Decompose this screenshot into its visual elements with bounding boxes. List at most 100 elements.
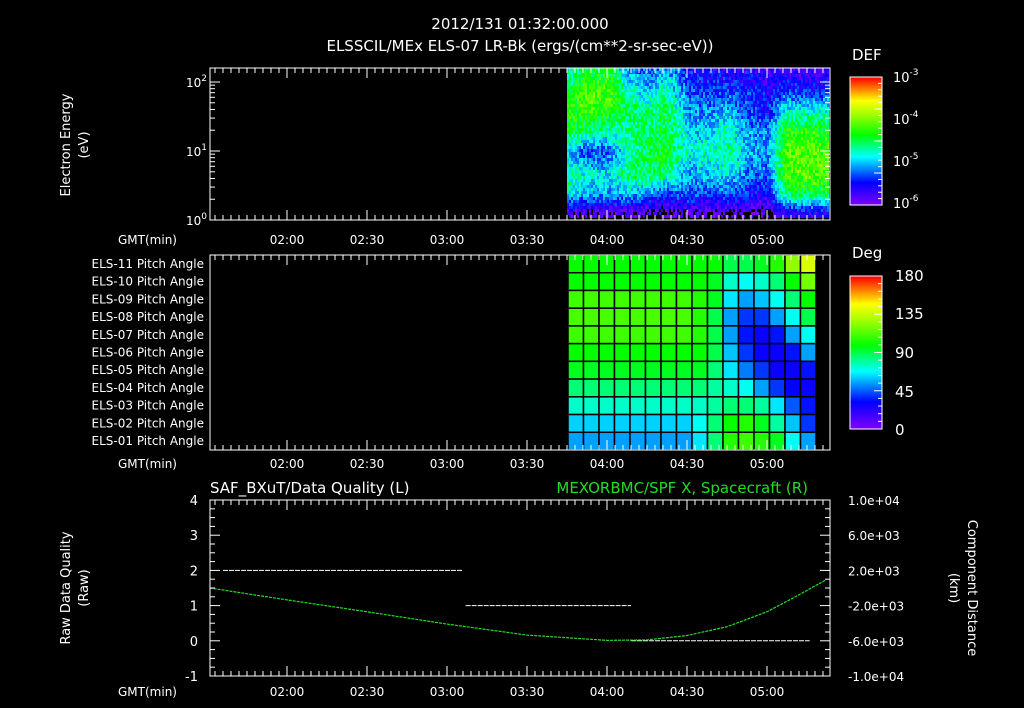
spectrogram-cell xyxy=(573,191,575,194)
spectrogram-cell xyxy=(739,188,741,191)
spectrogram-cell xyxy=(749,104,751,107)
spectrogram-cell xyxy=(749,125,751,128)
spectrogram-cell xyxy=(655,80,657,83)
spectrogram-cell xyxy=(755,83,757,86)
spectrogram-cell xyxy=(663,206,665,209)
spectrogram-cell xyxy=(611,119,613,122)
spectrogram-cell xyxy=(671,119,673,122)
spectrogram-cell xyxy=(617,92,619,95)
spectrogram-cell xyxy=(623,182,625,185)
spectrogram-cell xyxy=(571,137,573,140)
spectrogram-cell xyxy=(745,194,747,197)
spectrogram-cell xyxy=(679,107,681,110)
spectrogram-cell xyxy=(649,101,651,104)
spectrogram-cell xyxy=(689,137,691,140)
spectrogram-cell xyxy=(627,68,629,71)
spectrogram-cell xyxy=(609,140,611,143)
spectrogram-cell xyxy=(627,173,629,176)
spectrogram-cell xyxy=(569,131,571,134)
spectrogram-cell xyxy=(633,86,635,89)
spectrogram-cell xyxy=(747,194,749,197)
spectrogram-cell xyxy=(761,158,763,161)
spectrogram-cell xyxy=(685,113,687,116)
spectrogram-cell xyxy=(739,164,741,167)
spectrogram-cell xyxy=(759,131,761,134)
spectrogram-cell xyxy=(607,74,609,77)
spectrogram-cell xyxy=(611,125,613,128)
spectrogram-cell xyxy=(681,134,683,137)
spectrogram-cell xyxy=(585,152,587,155)
spectrogram-cell xyxy=(587,101,589,104)
spectrogram-cell xyxy=(745,95,747,98)
spectrogram-cell xyxy=(745,209,747,212)
spectrogram-cell xyxy=(653,83,655,86)
spectrogram-cell xyxy=(645,143,647,146)
spectrogram-cell xyxy=(769,68,771,71)
spectrogram-cell xyxy=(579,68,581,71)
spectrogram-cell xyxy=(747,173,749,176)
spectrogram-cell xyxy=(713,152,715,155)
spectrogram-cell xyxy=(701,122,703,125)
spectrogram-cell xyxy=(755,200,757,203)
spectrogram-cell xyxy=(743,92,745,95)
spectrogram-cell xyxy=(737,74,739,77)
spectrogram-cell xyxy=(749,134,751,137)
spectrogram-cell xyxy=(617,149,619,152)
spectrogram-cell xyxy=(567,89,569,92)
spectrogram-cell xyxy=(619,173,621,176)
spectrogram-cell xyxy=(597,122,599,125)
spectrogram-cell xyxy=(597,125,599,128)
spectrogram-cell xyxy=(685,176,687,179)
spectrogram-cell xyxy=(575,110,577,113)
spectrogram-cell xyxy=(701,77,703,80)
spectrogram-cell xyxy=(759,122,761,125)
spectrogram-cell xyxy=(587,116,589,119)
spectrogram-cell xyxy=(703,131,705,134)
spectrogram-cell xyxy=(751,206,753,209)
spectrogram-cell xyxy=(651,119,653,122)
spectrogram-cell xyxy=(719,149,721,152)
spectrogram-cell xyxy=(617,203,619,206)
spectrogram-cell xyxy=(697,119,699,122)
spectrogram-cell xyxy=(697,194,699,197)
spectrogram-cell xyxy=(657,152,659,155)
spectrogram-cell xyxy=(679,74,681,77)
spectrogram-cell xyxy=(679,71,681,74)
spectrogram-cell xyxy=(681,176,683,179)
spectrogram-cell xyxy=(653,101,655,104)
spectrogram-cell xyxy=(645,122,647,125)
spectrogram-cell xyxy=(751,152,753,155)
spectrogram-cell xyxy=(661,71,663,74)
spectrogram-cell xyxy=(721,95,723,98)
spectrogram-cell xyxy=(727,86,729,89)
spectrogram-cell xyxy=(575,113,577,116)
spectrogram-cell xyxy=(755,71,757,74)
spectrogram-cell xyxy=(611,137,613,140)
spectrogram-cell xyxy=(719,113,721,116)
spectrogram-cell xyxy=(705,92,707,95)
spectrogram-cell xyxy=(755,119,757,122)
spectrogram-cell xyxy=(641,68,643,71)
spectrogram-cell xyxy=(609,134,611,137)
spectrogram-cell xyxy=(689,161,691,164)
spectrogram-cell xyxy=(635,155,637,158)
spectrogram-cell xyxy=(681,125,683,128)
spectrogram-cell xyxy=(637,164,639,167)
spectrogram-cell xyxy=(647,134,649,137)
spectrogram-cell xyxy=(693,200,695,203)
spectrogram-cell xyxy=(659,194,661,197)
spectrogram-cell xyxy=(705,116,707,119)
spectrogram-cell xyxy=(643,125,645,128)
spectrogram-cell xyxy=(607,179,609,182)
spectrogram-cell xyxy=(629,185,631,188)
spectrogram-cell xyxy=(595,179,597,182)
spectrogram-cell xyxy=(589,77,591,80)
spectrogram-cell xyxy=(743,167,745,170)
spectrogram-cell xyxy=(665,86,667,89)
spectrogram-cell xyxy=(729,170,731,173)
spectrogram-cell xyxy=(727,149,729,152)
spectrogram-cell xyxy=(699,104,701,107)
spectrogram-cell xyxy=(747,98,749,101)
spectrogram-cell xyxy=(703,158,705,161)
spectrogram-cell xyxy=(611,185,613,188)
